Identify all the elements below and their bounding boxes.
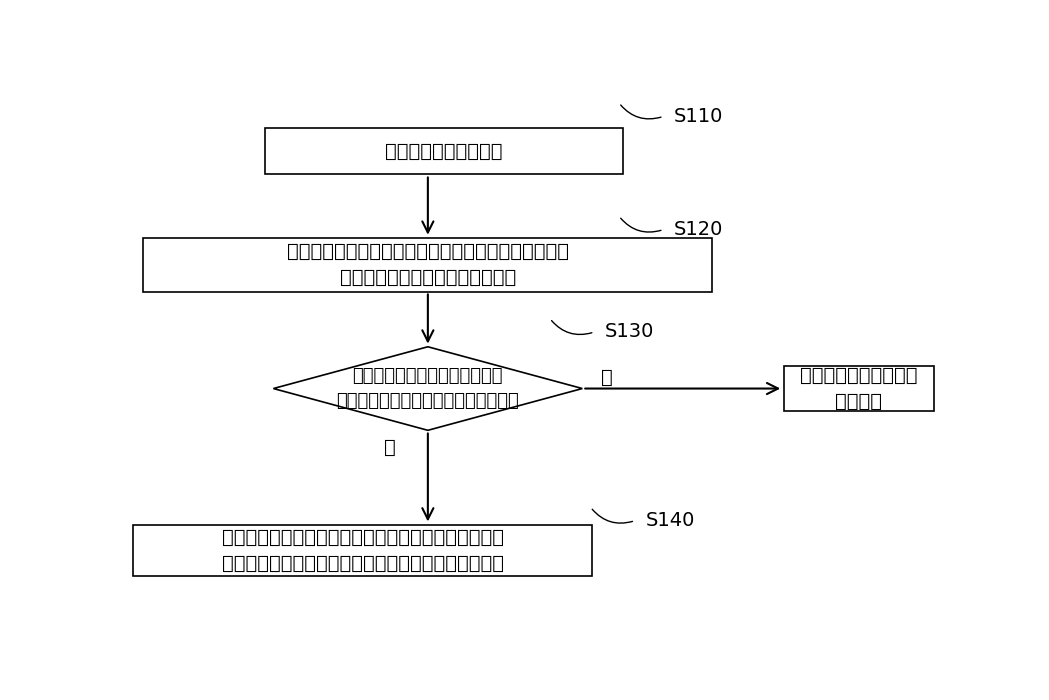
Text: 否: 否 <box>601 368 613 387</box>
Text: S140: S140 <box>646 511 695 530</box>
Text: S120: S120 <box>675 220 724 239</box>
FancyBboxPatch shape <box>133 524 593 576</box>
Text: 是: 是 <box>384 438 395 457</box>
FancyBboxPatch shape <box>784 365 934 412</box>
Text: 根据底部感温包的温度确定电饭锅处于沸腾阶段时，获
取底部感温包和顶部感温包的温度: 根据底部感温包的温度确定电饭锅处于沸腾阶段时，获 取底部感温包和顶部感温包的温度 <box>286 241 569 287</box>
FancyBboxPatch shape <box>144 237 712 291</box>
Polygon shape <box>274 346 582 430</box>
Text: 按照原有逻辑控制加热
进行加热: 按照原有逻辑控制加热 进行加热 <box>800 366 918 412</box>
Text: 根据底部感温包和顶部感温包的
温度，判断电饭锅的锅底是否升温过快: 根据底部感温包和顶部感温包的 温度，判断电饭锅的锅底是否升温过快 <box>337 367 519 410</box>
Text: 获取底部感温包的温度: 获取底部感温包的温度 <box>385 142 502 161</box>
Text: S110: S110 <box>675 107 724 126</box>
FancyBboxPatch shape <box>265 129 623 174</box>
Text: 制加热盘停止加热，直到底部感温包的温度降低到第一
设温度后，控制加热盘以沸腾阶段的加热功率进行加热: 制加热盘停止加热，直到底部感温包的温度降低到第一 设温度后，控制加热盘以沸腾阶段… <box>221 528 504 573</box>
Text: S130: S130 <box>605 323 655 342</box>
